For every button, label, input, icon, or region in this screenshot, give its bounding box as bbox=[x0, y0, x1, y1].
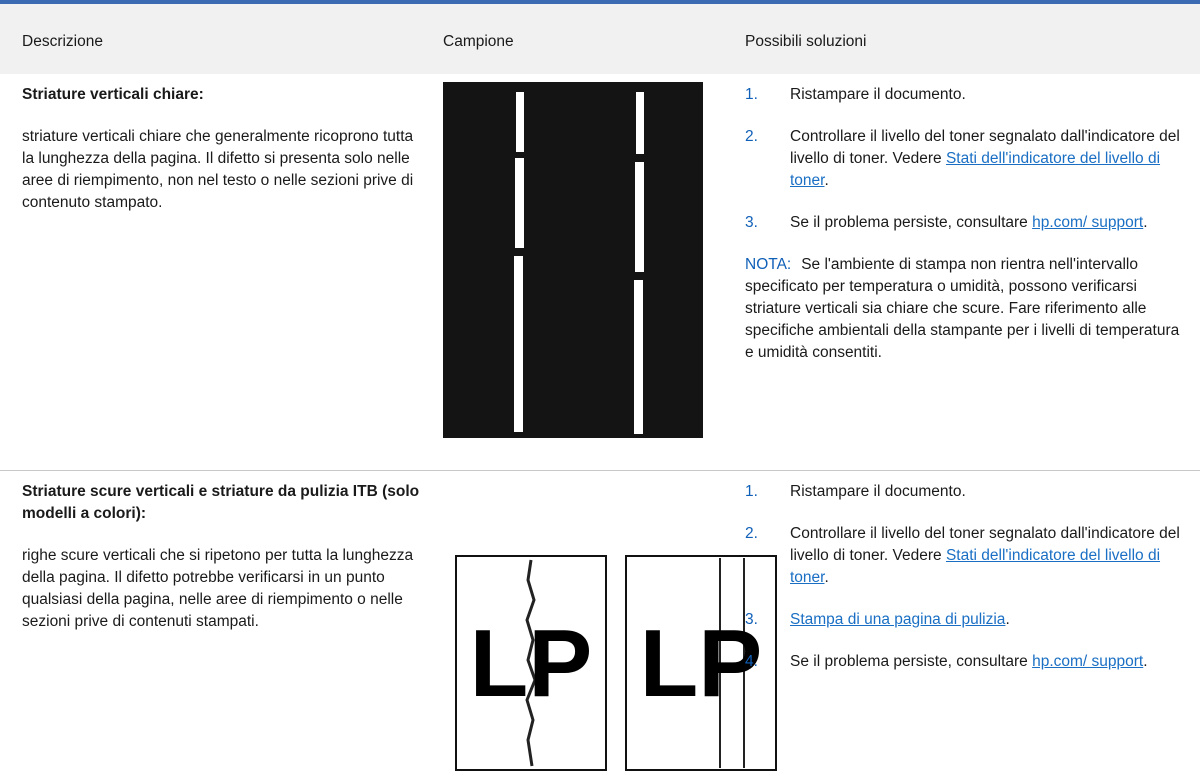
light-streaks bbox=[514, 92, 644, 434]
description-cell: Striature scure verticali e striature da… bbox=[22, 481, 422, 633]
solution-text: Controllare il livello del toner segnala… bbox=[790, 525, 1180, 564]
solution-link[interactable]: Stati dell'indicatore del livello di ton… bbox=[790, 150, 1161, 189]
solution-text: . bbox=[1143, 653, 1148, 670]
solution-link[interactable]: Stampa di una pagina di pulizia bbox=[790, 611, 1006, 628]
solution-text: . bbox=[824, 569, 829, 586]
solution-text: Se il problema persiste, consultare bbox=[790, 653, 1033, 670]
top-bar bbox=[0, 0, 1200, 4]
solution-item: 3. Se il problema persiste, consultare hp… bbox=[745, 212, 1188, 234]
sample-image bbox=[443, 82, 703, 438]
note-text: Se l'ambiente di stampa non rientra nell… bbox=[745, 256, 1180, 361]
solution-text: Ristampare il documento. bbox=[790, 86, 966, 103]
solution-text: Ristampare il documento. bbox=[790, 483, 966, 500]
solution-link[interactable]: Stati dell'indicatore del livello di ton… bbox=[790, 547, 1161, 586]
row-title: Striature scure verticali e striature da… bbox=[22, 483, 420, 522]
solution-number: 1. bbox=[745, 86, 758, 103]
solution-item: 1. Ristampare il documento. bbox=[745, 84, 1188, 106]
solution-item: 2. Controllare il livello del toner segna… bbox=[745, 523, 1188, 589]
header-cell: Possibili soluzioni bbox=[745, 33, 867, 50]
row-separator bbox=[0, 470, 1200, 471]
note: NOTA: Se l'ambiente di stampa non rientra… bbox=[745, 254, 1190, 364]
solution-number: 1. bbox=[745, 483, 758, 500]
solution-text: . bbox=[1005, 611, 1010, 628]
solution-number: 3. bbox=[745, 611, 758, 628]
header-cell: Descrizione bbox=[22, 33, 103, 50]
header-cell: Campione bbox=[443, 33, 514, 50]
solution-text: Se il problema persiste, consultare bbox=[790, 214, 1033, 231]
solution-text: . bbox=[824, 172, 829, 189]
sample-image bbox=[455, 555, 777, 771]
solution-number: 2. bbox=[745, 128, 758, 145]
sample-letters: LP bbox=[640, 610, 763, 717]
solution-number: 3. bbox=[745, 214, 758, 231]
solutions-cell: 1. Ristampare il documento. 2. Controllare … bbox=[745, 481, 1188, 693]
solution-text: Controllare il livello del toner segnala… bbox=[790, 128, 1180, 167]
solution-number: 4. bbox=[745, 653, 758, 670]
note-label: NOTA: bbox=[745, 256, 792, 273]
solution-item: 3. Stampa di una pagina di pulizia. bbox=[745, 609, 1188, 631]
solution-item: 1. Ristampare il documento. bbox=[745, 481, 1188, 503]
row-title: Striature verticali chiare: bbox=[22, 86, 204, 103]
solution-text: . bbox=[1143, 214, 1148, 231]
solution-number: 2. bbox=[745, 525, 758, 542]
row-description: righe scure verticali che si ripetono pe… bbox=[22, 547, 414, 630]
row-description: striature verticali chiare che generalme… bbox=[22, 128, 414, 211]
sample-letters: LP bbox=[470, 610, 593, 717]
solution-link[interactable]: hp.com/ support bbox=[1032, 653, 1144, 670]
solution-item: 4. Se il problema persiste, consultare hp… bbox=[745, 651, 1188, 673]
table-header bbox=[0, 4, 1200, 74]
solutions-cell: 1. Ristampare il documento. 2. Controllare … bbox=[745, 84, 1188, 364]
description-cell: Striature verticali chiare: striature ver… bbox=[22, 84, 422, 214]
solution-link[interactable]: hp.com/ support bbox=[1032, 214, 1144, 231]
solution-item: 2. Controllare il livello del toner segna… bbox=[745, 126, 1188, 192]
